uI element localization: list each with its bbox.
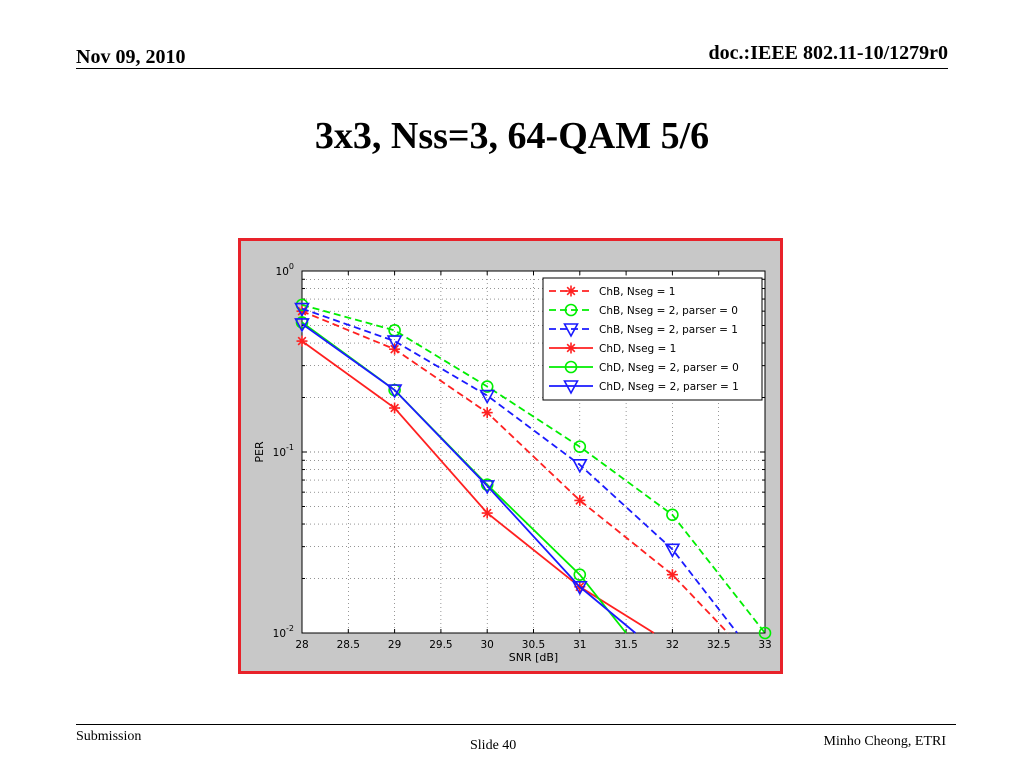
y-tick-label: 10-1 — [273, 443, 294, 459]
footer-rule — [76, 724, 956, 725]
series-line — [301, 323, 636, 634]
data-point — [573, 440, 587, 453]
slide-title: 3x3, Nss=3, 64-QAM 5/6 — [314, 115, 710, 157]
x-tick-label: 28 — [295, 639, 308, 651]
legend-label: ChB, Nseg = 2, parser = 0 — [599, 305, 738, 317]
chart-frame: 28 28.5 29 29.5 30 30.5 31 31.5 32 32.5 33 10-2 10-1… — [238, 238, 783, 674]
per-vs-snr-chart: 28 28.5 29 29.5 30 30.5 31 31.5 32 32.5 33 10-2 10-1… — [253, 262, 772, 664]
legend-label: ChB, Nseg = 2, parser = 1 — [599, 324, 738, 336]
legend-label: ChD, Nseg = 1 — [599, 343, 676, 355]
data-point — [574, 494, 586, 506]
x-tick-label: 32 — [666, 639, 679, 651]
legend-label: ChB, Nseg = 1 — [599, 286, 675, 298]
data-point — [480, 478, 494, 491]
data-point — [296, 335, 308, 347]
x-axis-label: SNR [dB] — [509, 651, 558, 664]
x-tick-label: 30 — [481, 639, 494, 651]
header-date: Nov 09, 2010 — [76, 46, 186, 68]
footer-submission: Submission — [76, 729, 142, 744]
header-rule — [76, 68, 948, 69]
legend-marker — [565, 342, 577, 354]
series-line — [301, 310, 729, 634]
x-tick-label: 31.5 — [614, 639, 637, 651]
legend-marker — [564, 303, 578, 317]
y-tick-label: 100 — [276, 262, 294, 278]
legend-label: ChD, Nseg = 2, parser = 0 — [599, 362, 739, 374]
series-3 — [294, 302, 738, 634]
data-point — [481, 407, 493, 419]
series-6 — [294, 318, 636, 634]
legend-marker — [563, 380, 579, 395]
x-tick-label: 29.5 — [429, 639, 452, 651]
y-axis-label: PER — [253, 441, 266, 463]
x-tick-label: 30.5 — [522, 639, 545, 651]
header-doc-id: doc.:IEEE 802.11-10/1279r0 — [708, 42, 948, 64]
footer-author: Minho Cheong, ETRI — [823, 734, 947, 749]
data-point — [479, 480, 496, 495]
series-line — [301, 304, 766, 634]
data-point — [479, 389, 496, 405]
data-point — [758, 626, 772, 640]
y-tick-label: 10-2 — [273, 624, 294, 640]
x-tick-label: 29 — [388, 639, 401, 651]
data-point — [389, 402, 401, 414]
data-point — [480, 380, 494, 393]
data-point — [294, 318, 310, 333]
data-point — [386, 384, 403, 399]
x-tick-label: 31 — [573, 639, 586, 651]
legend-label: ChD, Nseg = 2, parser = 1 — [599, 381, 739, 393]
legend-marker — [563, 323, 579, 338]
data-point — [481, 507, 493, 519]
data-point — [666, 569, 678, 581]
x-tick-label: 32.5 — [707, 639, 730, 651]
legend-box — [542, 277, 763, 401]
data-point — [664, 543, 681, 558]
x-tick-label: 33 — [758, 639, 771, 651]
data-point — [573, 568, 587, 581]
footer-slide-number: Slide 40 — [470, 738, 517, 753]
series-line — [301, 307, 738, 634]
legend-marker — [564, 360, 578, 374]
x-tick-label: 28.5 — [337, 639, 360, 651]
data-point — [571, 580, 588, 596]
data-point — [571, 458, 588, 474]
data-point — [294, 302, 310, 318]
legend-marker — [565, 285, 577, 297]
data-point — [666, 508, 679, 522]
data-point — [386, 335, 403, 350]
